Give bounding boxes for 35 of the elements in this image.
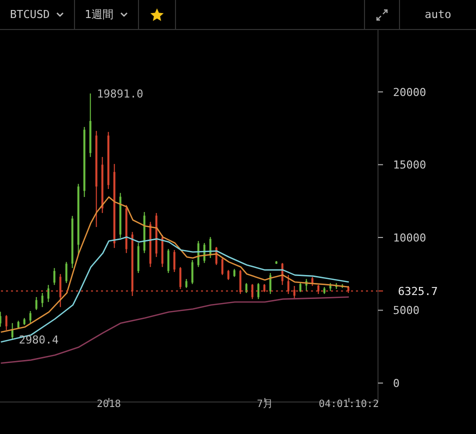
text: auto [424,8,452,21]
candlestick [185,278,188,288]
candlestick [299,282,302,293]
candlestick [227,269,230,280]
candlestick [173,249,176,272]
candlestick [35,296,38,310]
candlestick [47,284,50,302]
line-series [0,196,350,333]
candlestick [191,260,194,285]
line-series [0,236,350,343]
candlestick [5,314,8,331]
chart-title: BTCUSD [10,8,50,21]
annotation: 2980.4 [18,334,59,347]
candlestick [269,272,272,294]
y-tick-label: 15000 [393,158,426,172]
candlestick [65,261,68,284]
line-series [0,296,350,364]
x-tick-label: 04:01:10:2 [318,399,379,410]
y-tick-label: 0 [393,376,400,390]
y-tick-label: 20000 [393,86,426,99]
candlestick [167,248,170,274]
candlestick [257,282,260,300]
y-tick-label: 10000 [393,231,426,244]
candlestick [221,258,224,276]
candlestick [29,310,32,324]
y-tick-label: 5000 [393,304,420,318]
candlestick [245,282,248,294]
ref-line-label: 6325.7 [398,284,438,298]
candlestick [179,266,182,290]
candlestick [41,292,44,308]
annotation: 19891.0 [96,87,144,100]
candlestick [53,268,56,286]
x-tick-label: 2018 [96,399,121,410]
x-tick-label: 7月 [256,399,273,410]
chart-subtitle: 1週間 [84,7,114,22]
